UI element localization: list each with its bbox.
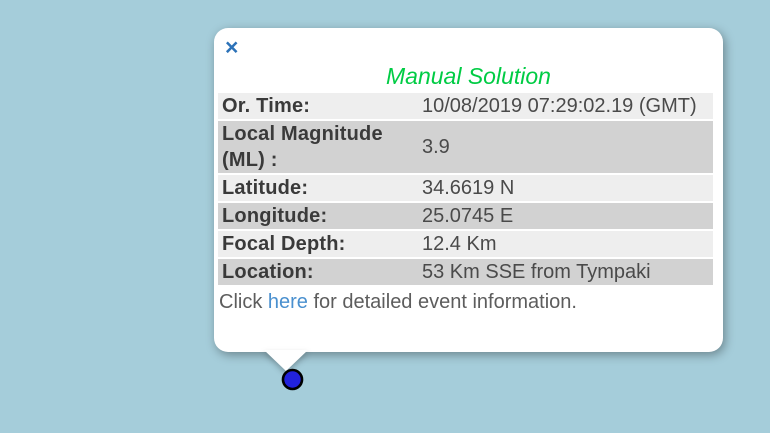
row-label: Location: (218, 259, 418, 285)
row-value: 25.0745 E (418, 203, 713, 229)
row-label: Or. Time: (218, 93, 418, 119)
detail-info-link[interactable]: here (267, 291, 308, 313)
row-value: 12.4 Km (418, 231, 713, 257)
footer-text-prefix: Click (219, 291, 268, 313)
table-row-magnitude: Local Magnitude (ML) : 3.9 (218, 121, 713, 173)
row-value: 10/08/2019 07:29:02.19 (GMT) (418, 93, 713, 119)
detail-info-line: Click here for detailed event informatio… (219, 290, 713, 315)
row-label: Local Magnitude (ML) : (218, 121, 418, 173)
popup-tail (264, 350, 308, 371)
event-info-popup: × Manual Solution Or. Time: 10/08/2019 0… (214, 28, 723, 371)
row-label: Latitude: (218, 175, 418, 201)
event-info-table: Or. Time: 10/08/2019 07:29:02.19 (GMT) L… (218, 91, 713, 287)
close-icon[interactable]: × (225, 34, 239, 60)
earthquake-marker-circle[interactable] (281, 368, 304, 391)
footer-text-suffix: for detailed event information. (307, 291, 577, 313)
popup-title: Manual Solution (386, 63, 551, 89)
row-value: 53 Km SSE from Tympaki (418, 259, 713, 285)
row-label: Focal Depth: (218, 231, 418, 257)
earthquake-marker[interactable] (280, 367, 305, 392)
row-value: 34.6619 N (418, 175, 713, 201)
table-row-longitude: Longitude: 25.0745 E (218, 203, 713, 229)
table-row-location: Location: 53 Km SSE from Tympaki (218, 259, 713, 285)
row-value: 3.9 (418, 121, 713, 173)
table-row-latitude: Latitude: 34.6619 N (218, 175, 713, 201)
table-row-focal-depth: Focal Depth: 12.4 Km (218, 231, 713, 257)
row-label: Longitude: (218, 203, 418, 229)
table-row-origin-time: Or. Time: 10/08/2019 07:29:02.19 (GMT) (218, 93, 713, 119)
